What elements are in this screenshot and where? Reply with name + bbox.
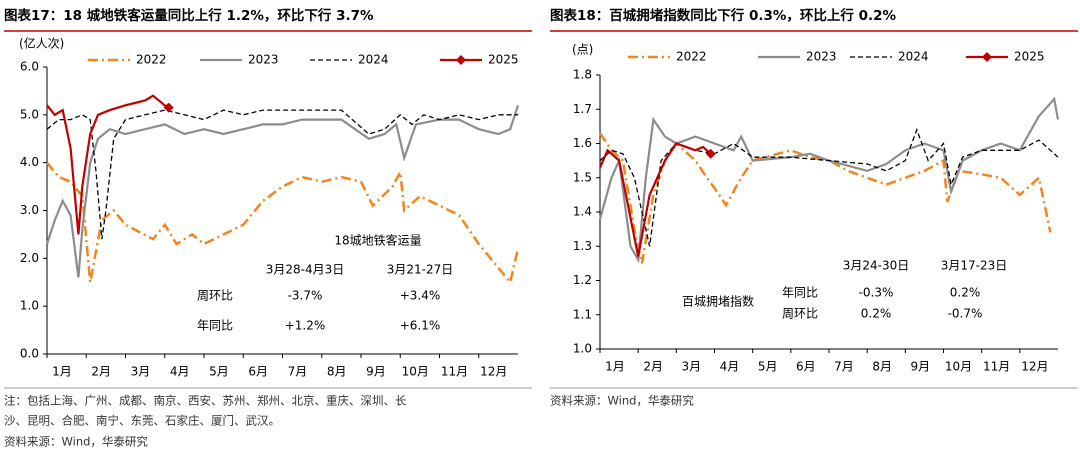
x-tick-label: 8月 <box>327 365 347 379</box>
table-value: -3.7% <box>288 289 323 303</box>
table-value: 0.2% <box>950 286 981 300</box>
table-title: 18城地铁客运量 <box>334 233 421 248</box>
legend-label: 2023 <box>806 50 837 64</box>
x-tick-label: 12月 <box>480 365 507 379</box>
series-line <box>599 127 1059 247</box>
x-tick-label: 12月 <box>1021 360 1048 374</box>
footnote: 资料来源：Wind，华泰研究 <box>550 394 694 408</box>
table-value: 0.2% <box>861 307 892 321</box>
table-value: -0.7% <box>948 307 983 321</box>
x-tick-label: 11月 <box>441 365 468 379</box>
x-tick-label: 7月 <box>834 360 854 374</box>
y-tick-label: 4.0 <box>20 155 39 169</box>
x-tick-label: 11月 <box>983 360 1010 374</box>
x-tick-label: 1月 <box>605 360 625 374</box>
end-marker <box>705 148 716 159</box>
chart-title: 图表18：百城拥堵指数同比下行 0.3%，环比上行 0.2% <box>550 7 897 24</box>
y-axis-unit: (点) <box>572 43 593 57</box>
series-line <box>45 104 520 278</box>
footnote: 资料来源：Wind，华泰研究 <box>4 435 148 449</box>
x-tick-label: 4月 <box>170 365 190 379</box>
x-tick-label: 5月 <box>209 365 229 379</box>
y-tick-label: 1.8 <box>573 68 592 82</box>
y-tick-label: 6.0 <box>20 60 39 74</box>
table-title: 百城拥堵指数 <box>682 294 754 309</box>
y-tick-label: 1.7 <box>573 102 592 116</box>
table-row-label: 年同比 <box>782 286 818 300</box>
series-line <box>46 94 170 235</box>
footnote: 注：包括上海、广州、成都、南京、西安、苏州、郑州、北京、重庆、深圳、长 <box>4 394 407 408</box>
legend-label: 2024 <box>898 50 929 64</box>
table-column: 3月24-30日 <box>843 259 910 273</box>
y-tick-label: 1.0 <box>573 342 592 356</box>
table-value: +1.2% <box>285 319 326 333</box>
legend-label: 2022 <box>136 53 167 67</box>
table-value: +3.4% <box>400 289 441 303</box>
x-tick-label: 2月 <box>643 360 663 374</box>
table-value: -0.3% <box>859 286 894 300</box>
y-tick-label: 5.0 <box>20 107 39 121</box>
series-line <box>46 161 520 286</box>
y-tick-label: 1.1 <box>573 307 592 321</box>
x-tick-label: 6月 <box>248 365 268 379</box>
series-line <box>598 132 1052 264</box>
y-axis-unit: (亿人次) <box>19 36 64 51</box>
y-tick-label: 1.5 <box>573 170 592 184</box>
x-tick-label: 9月 <box>911 360 931 374</box>
x-tick-label: 9月 <box>366 365 386 379</box>
x-tick-label: 6月 <box>796 360 816 374</box>
y-tick-label: 2.0 <box>20 251 39 265</box>
x-tick-label: 3月 <box>131 365 151 379</box>
table-value: +6.1% <box>400 319 441 333</box>
x-tick-label: 7月 <box>288 365 308 379</box>
series-line <box>598 142 712 257</box>
y-tick-label: 1.4 <box>573 205 592 219</box>
x-tick-label: 2月 <box>91 365 111 379</box>
table-column: 3月28-4月3日 <box>266 263 345 277</box>
table-row-label: 周环比 <box>197 289 233 303</box>
table-row-label: 周环比 <box>782 307 818 321</box>
x-tick-label: 10月 <box>402 365 429 379</box>
y-tick-label: 1.6 <box>573 136 592 150</box>
x-tick-label: 8月 <box>872 360 892 374</box>
legend-marker <box>982 52 992 62</box>
x-tick-label: 1月 <box>52 365 72 379</box>
table-row-label: 年同比 <box>197 319 233 333</box>
x-tick-label: 5月 <box>758 360 778 374</box>
x-tick-label: 3月 <box>682 360 702 374</box>
legend-label: 2022 <box>676 50 707 64</box>
y-tick-label: 1.3 <box>573 239 592 253</box>
series-line <box>598 96 1060 264</box>
y-tick-label: 1.0 <box>20 299 39 313</box>
table-column: 3月17-23日 <box>941 259 1008 273</box>
x-tick-label: 10月 <box>945 360 972 374</box>
table-column: 3月21-27日 <box>387 263 454 277</box>
y-tick-label: 1.2 <box>573 273 592 287</box>
y-tick-label: 3.0 <box>20 203 39 217</box>
end-marker <box>163 102 174 113</box>
footnote: 沙、昆明、合肥、南宁、东莞、石家庄、厦门、武汉。 <box>4 414 280 428</box>
chart-title: 图表17：18 城地铁客运量同比上行 1.2%，环比下行 3.7% <box>4 7 374 24</box>
legend-label: 2025 <box>488 53 519 67</box>
x-tick-label: 4月 <box>720 360 740 374</box>
series-line <box>46 109 518 240</box>
legend-label: 2024 <box>358 53 389 67</box>
legend-label: 2023 <box>248 53 279 67</box>
legend-marker <box>456 55 466 65</box>
y-tick-label: 0.0 <box>20 347 39 361</box>
legend-label: 2025 <box>1014 50 1045 64</box>
